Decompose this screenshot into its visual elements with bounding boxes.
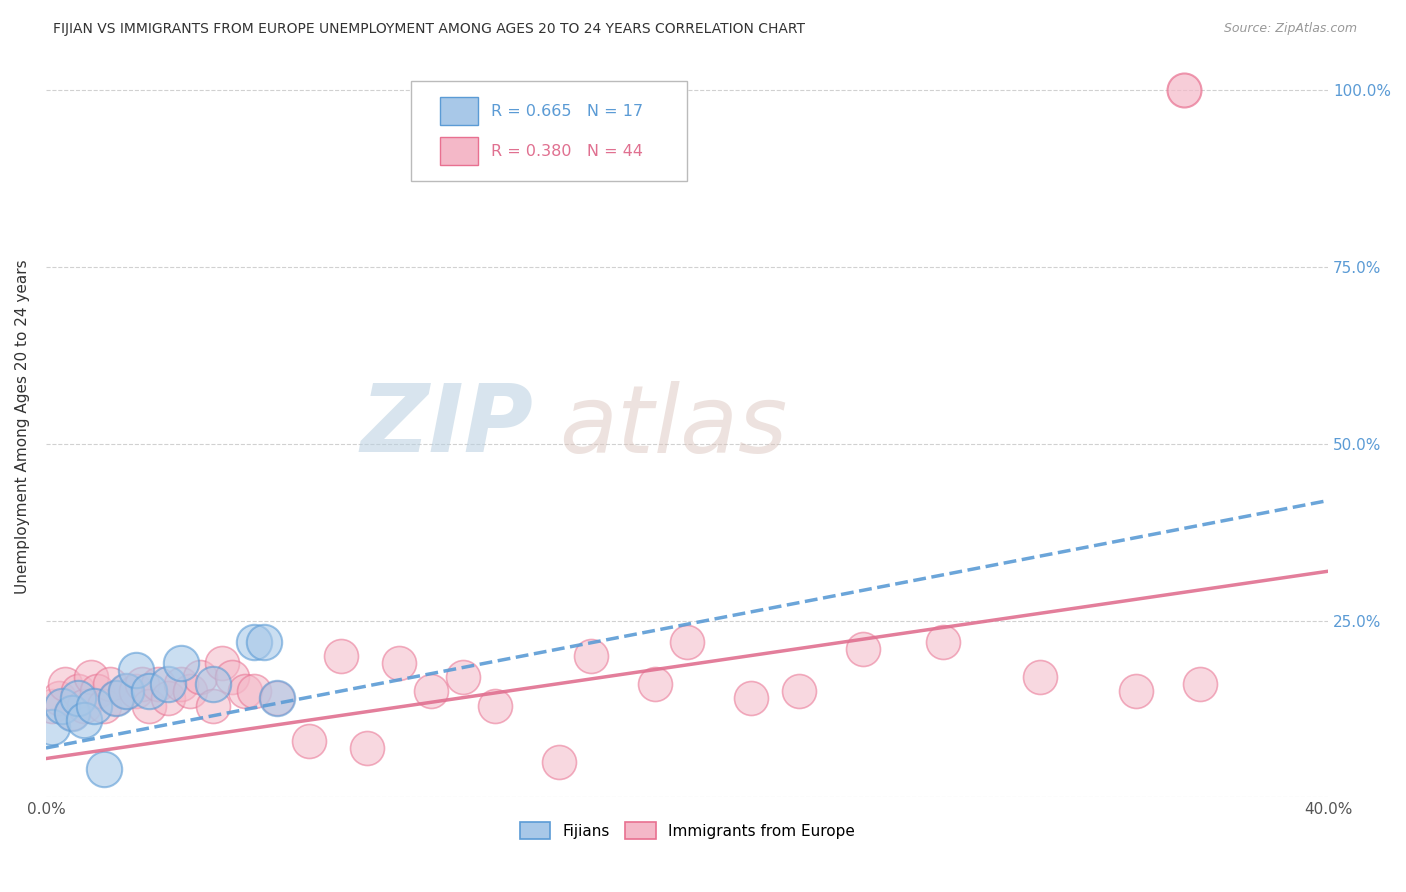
Point (48, 691, 70, 706)
Point (93, 698, 115, 713)
Point (188, 670, 211, 684)
Point (387, 656, 409, 670)
Point (852, 642, 875, 657)
Point (156, 677, 179, 691)
Point (125, 663, 148, 677)
Point (266, 691, 288, 706)
Point (547, 755, 569, 769)
Point (266, 691, 288, 706)
Bar (440, 137, 478, 165)
Point (73, 713, 96, 727)
Point (243, 684, 266, 698)
Point (115, 684, 138, 698)
Text: FIJIAN VS IMMIGRANTS FROM EUROPE UNEMPLOYMENT AMONG AGES 20 TO 24 YEARS CORRELAT: FIJIAN VS IMMIGRANTS FROM EUROPE UNEMPLO… (53, 22, 806, 37)
Point (644, 677, 666, 691)
Point (41, 720, 63, 734)
Point (105, 691, 128, 706)
Point (298, 734, 321, 748)
Point (932, 635, 955, 649)
Point (53, 677, 76, 691)
Y-axis label: Unemployment Among Ages 20 to 24 years: Unemployment Among Ages 20 to 24 years (15, 259, 30, 593)
Point (83, 698, 105, 713)
Text: Source: ZipAtlas.com: Source: ZipAtlas.com (1223, 22, 1357, 36)
Point (138, 698, 160, 713)
Legend: Fijians, Immigrants from Europe: Fijians, Immigrants from Europe (513, 815, 860, 846)
Point (146, 677, 169, 691)
Point (329, 648, 352, 663)
Point (60, 706, 83, 720)
Point (1028, 670, 1050, 684)
Point (1173, 83, 1195, 97)
Point (73, 698, 96, 713)
Point (131, 677, 153, 691)
Point (579, 648, 602, 663)
Point (451, 670, 474, 684)
Point (419, 684, 441, 698)
Bar (440, 97, 478, 125)
Point (253, 635, 276, 649)
Text: ZIP: ZIP (360, 380, 533, 472)
Point (1125, 684, 1147, 698)
Point (211, 656, 233, 670)
Point (787, 684, 810, 698)
Point (676, 635, 699, 649)
Point (51, 698, 73, 713)
Point (201, 677, 224, 691)
Point (66, 691, 89, 706)
Point (484, 698, 506, 713)
Point (201, 698, 224, 713)
Point (105, 691, 128, 706)
Point (93, 762, 115, 776)
Point (86, 684, 108, 698)
Point (221, 670, 243, 684)
Point (80, 670, 103, 684)
Point (115, 684, 138, 698)
Point (1188, 677, 1211, 691)
Point (66, 684, 89, 698)
Text: R = 0.665   N = 17: R = 0.665 N = 17 (491, 103, 643, 119)
Text: R = 0.380   N = 44: R = 0.380 N = 44 (491, 144, 643, 159)
FancyBboxPatch shape (412, 81, 688, 181)
Point (60, 706, 83, 720)
Text: atlas: atlas (558, 381, 787, 472)
Point (740, 691, 762, 706)
Point (169, 656, 191, 670)
Point (125, 684, 148, 698)
Point (41, 698, 63, 713)
Point (156, 691, 179, 706)
Point (179, 684, 201, 698)
Point (169, 677, 191, 691)
Point (356, 741, 378, 756)
Point (138, 684, 160, 698)
Point (233, 684, 256, 698)
Point (98, 677, 121, 691)
Point (243, 635, 266, 649)
